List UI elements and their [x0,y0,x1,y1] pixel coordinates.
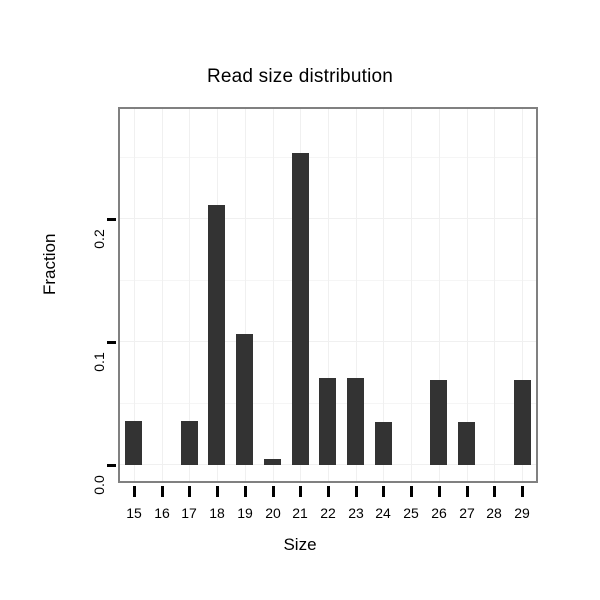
x-tick-mark [355,486,358,497]
bar-series [120,109,536,481]
x-tick-label: 15 [126,505,142,521]
y-tick-label: 0.0 [91,475,107,495]
gridline-vertical [494,109,495,481]
y-axis-title: Fraction [40,233,59,295]
gridline-vertical [245,109,246,481]
chart-title: Read size distribution [206,66,394,87]
x-tick-mark [299,486,302,497]
y-tick-mark [107,341,116,345]
x-tick-mark [244,486,247,497]
x-tick-label: 16 [154,505,170,521]
gridline-vertical [439,109,440,481]
x-tick-label: 18 [209,505,225,521]
bar [458,422,475,465]
gridline-vertical [328,109,329,481]
gridline-vertical [162,109,163,481]
bar [514,380,531,465]
bar [181,421,198,465]
gridline-vertical [467,109,468,481]
x-tick-label: 17 [181,505,197,521]
x-axis-title: Size [283,535,317,554]
x-tick-mark [216,486,219,497]
x-tick-mark [188,486,191,497]
x-tick-mark [521,486,524,497]
x-tick-label: 19 [237,505,253,521]
bar [236,334,253,465]
plot-panel [118,107,538,483]
bar [375,422,392,465]
bar [347,378,364,465]
x-tick-mark [272,486,275,497]
gridline-vertical [134,109,135,481]
bar [292,153,309,465]
gridline-vertical [189,109,190,481]
gridline-vertical [522,109,523,481]
x-tick-mark [493,486,496,497]
x-tick-label: 27 [459,505,475,521]
x-tick-mark [327,486,330,497]
y-tick-label: 0.2 [91,229,107,250]
x-tick-mark [466,486,469,497]
x-tick-label: 26 [431,505,447,521]
bar [125,421,142,465]
x-tick-mark [161,486,164,497]
x-tick-mark [133,486,136,497]
x-tick-label: 28 [486,505,502,521]
bar [319,378,336,465]
y-tick-mark [107,218,116,222]
x-tick-label: 22 [320,505,336,521]
y-tick-mark [107,464,116,467]
bar [430,380,447,465]
x-tick-label: 29 [514,505,530,521]
gridline-vertical [383,109,384,481]
x-tick-label: 25 [403,505,419,521]
gridline-vertical [273,109,274,481]
bar [208,205,225,465]
gridline-vertical [356,109,357,481]
x-tick-mark [382,486,385,497]
x-tick-label: 23 [348,505,364,521]
gridline-vertical [411,109,412,481]
x-tick-label: 24 [375,505,391,521]
y-tick-label: 0.1 [91,352,107,372]
x-tick-mark [410,486,413,497]
x-tick-mark [438,486,441,497]
bar [264,459,281,465]
x-tick-label: 21 [292,505,308,521]
x-tick-label: 20 [265,505,281,521]
